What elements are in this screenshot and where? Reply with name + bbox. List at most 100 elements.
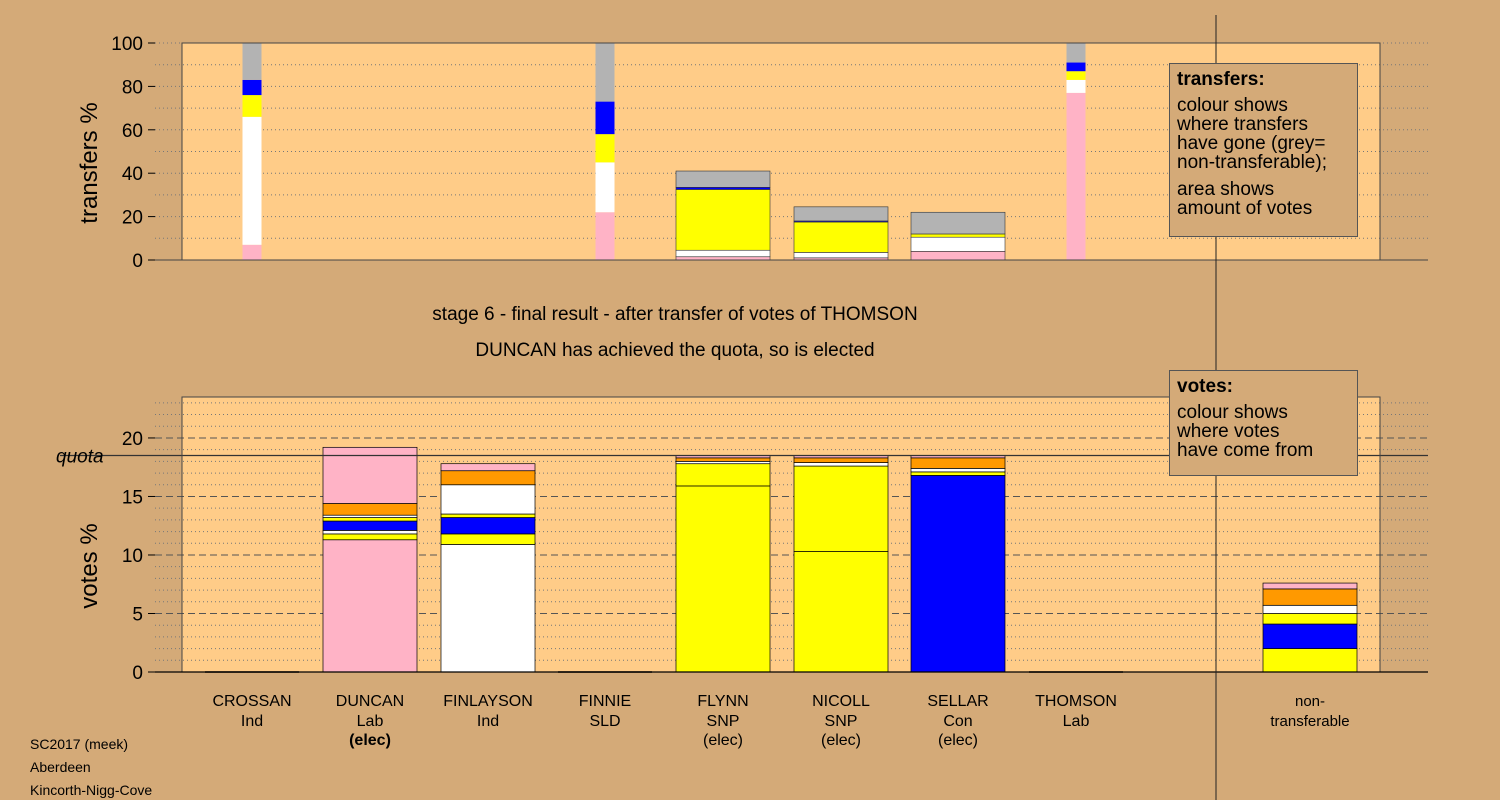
vote-bar-segment [1262,613,1358,625]
votes-legend-line: colour shows [1177,402,1288,423]
votes-legend-title: votes: [1177,376,1233,397]
vote-bar-segment [910,468,1006,473]
candidate-party-label: Lab [357,713,384,730]
vote-bar-segment [1262,648,1358,673]
candidate-status-label: (elec) [821,732,861,749]
vote-bar-segment [1262,588,1358,606]
transfers-tick-label: 0 [132,251,143,272]
candidate-party-label: Ind [241,713,263,730]
vote-bar-segment [322,539,418,673]
vote-bar-segment [322,446,418,504]
transfer-bar-segment [1066,71,1086,80]
vote-bar-segment [675,461,771,465]
vote-bar-segment [793,551,889,673]
transfers-legend-line: non-transferable); [1177,152,1327,173]
transfer-bar-segment [675,170,771,188]
transfer-bar-segment [1066,79,1086,93]
transfer-bar-segment [910,236,1006,252]
transfers-legend: transfers: colour shows where transfers … [1169,63,1358,237]
votes-legend: votes: colour shows where votes have com… [1169,370,1358,476]
transfer-bar-segment [595,134,615,163]
candidate-party-label: SNP [707,713,740,730]
transfer-bar-segment [910,251,1006,261]
transfer-bar-segment [675,189,771,251]
transfer-bar-segment [910,233,1006,238]
candidate-name-label: CROSSAN [212,693,291,710]
vote-bar-segment [440,470,536,486]
candidate-party-label: SLD [589,713,620,730]
vote-bar-segment [322,533,418,541]
vote-bar-segment [322,514,418,518]
vote-bar-segment [322,517,418,522]
footer-election: SC2017 (meek) [30,736,129,752]
transfer-bar-segment [675,249,771,258]
transfers-axis-title: transfers % [76,102,103,223]
transfers-tick-label: 40 [122,164,143,185]
vote-bar-segment [675,485,771,673]
candidate-name-label: NICOLL [812,693,870,710]
transfers-tick-label: 100 [111,34,143,55]
transfer-bar-segment [242,95,262,117]
nontransferable-label: non- [1295,693,1325,710]
votes-tick-label: 0 [132,663,143,684]
transfers-legend-line: where transfers [1177,114,1308,135]
candidate-name-label: FINLAYSON [443,693,533,710]
vote-bar-segment [440,517,536,535]
vote-bar-segment [910,457,1006,469]
vote-bar-segment [910,475,1006,673]
transfer-bar-segment [1066,62,1086,72]
transfers-tick-label: 80 [122,77,143,98]
candidate-party-label: Con [943,713,972,730]
vote-bar-segment [675,457,771,462]
transfer-bar-segment [1066,43,1086,63]
vote-bar-segment [440,484,536,515]
candidate-status-label: (elec) [703,732,743,749]
transfer-bar-segment [595,212,615,260]
votes-tick-label: 20 [122,429,143,450]
candidate-party-label: Ind [477,713,499,730]
vote-bar-segment [322,530,418,535]
transfer-bar-segment [242,79,262,96]
stage-subtitle: DUNCAN has achieved the quota, so is ele… [475,340,875,361]
transfer-bar-segment [242,116,262,245]
quota-label: quota [56,447,104,468]
votes-tick-label: 15 [122,487,143,508]
transfer-bar-segment [242,43,262,80]
transfer-bar-segment [242,244,262,260]
candidate-name-label: SELLAR [927,693,988,710]
transfer-bar-segment [595,101,615,135]
candidate-name-label: FINNIE [579,693,631,710]
vote-bar-segment [440,533,536,545]
candidate-name-label: THOMSON [1035,693,1117,710]
votes-tick-label: 10 [122,546,143,567]
vote-bar-segment [793,465,889,552]
votes-legend-line: where votes [1177,421,1280,442]
candidate-status-label: (elec) [349,732,391,749]
transfers-legend-line: area shows [1177,179,1275,200]
vote-bar-segment [675,463,771,487]
vote-bar-segment [440,463,536,472]
transfer-bar-segment [793,221,889,253]
vote-bar-segment [1262,582,1358,590]
candidate-party-label: Lab [1063,713,1090,730]
candidate-status-label: (elec) [938,732,978,749]
transfer-bar-segment [595,43,615,102]
transfer-bar-segment [793,206,889,222]
votes-tick-label: 5 [132,604,143,625]
vote-bar-segment [793,457,889,463]
nontransferable-label: transferable [1270,713,1349,730]
candidate-party-label: SNP [825,713,858,730]
vote-bar-segment [322,520,418,531]
transfers-tick-label: 20 [122,208,143,229]
footer-ward: Kincorth-Nigg-Cove [30,782,153,798]
vote-bar-segment [793,462,889,467]
transfers-legend-line: amount of votes [1177,198,1313,219]
vote-bar-segment [1262,623,1358,649]
transfer-bar-segment [793,252,889,259]
transfer-bar-segment [1066,92,1086,260]
transfers-legend-line: colour shows [1177,95,1288,116]
footer-council: Aberdeen [30,759,91,775]
stage-title: stage 6 - final result - after transfer … [432,304,918,325]
votes-legend-line: have come from [1177,440,1314,461]
